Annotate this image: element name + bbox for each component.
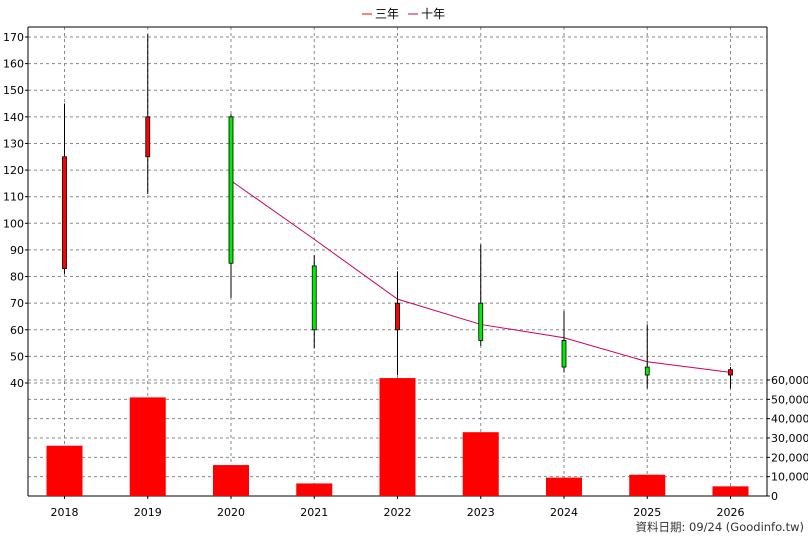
year-label: 2026	[717, 506, 745, 519]
year-label: 2018	[51, 506, 79, 519]
volume-tick-label: 30,000	[771, 432, 808, 445]
price-tick-label: 90	[10, 244, 24, 257]
candle-body	[728, 369, 733, 376]
volume-bar	[379, 378, 416, 496]
candle-body	[644, 366, 650, 376]
candle-body	[561, 340, 567, 368]
price-tick-label: 140	[3, 111, 24, 124]
data-date-footnote: 資料日期: 09/24 (Goodinfo.tw)	[635, 520, 804, 534]
price-tick-label: 160	[3, 58, 24, 71]
year-label: 2025	[633, 506, 661, 519]
price-tick-label: 120	[3, 164, 24, 177]
volume-tick-label: 40,000	[771, 413, 808, 426]
volume-tick-label: 60,000	[771, 374, 808, 387]
candle-body	[145, 116, 151, 158]
price-tick-label: 110	[3, 191, 24, 204]
volume-tick-label: 10,000	[771, 471, 808, 484]
legend-label: 三年	[375, 7, 399, 21]
price-tick-label: 130	[3, 137, 24, 150]
volume-tick-label: 50,000	[771, 393, 808, 406]
year-label: 2020	[217, 506, 245, 519]
year-label: 2023	[467, 506, 495, 519]
volume-tick-label: 0	[771, 490, 778, 503]
price-tick-label: 40	[10, 377, 24, 390]
year-label: 2024	[550, 506, 578, 519]
candle-body	[228, 116, 234, 264]
volume-bar	[46, 445, 83, 496]
year-label: 2019	[134, 506, 162, 519]
price-tick-label: 50	[10, 350, 24, 363]
candle-body	[478, 302, 484, 341]
price-tick-label: 80	[10, 271, 24, 284]
volume-bar	[629, 474, 666, 496]
volume-bar	[462, 432, 499, 496]
volume-bar	[546, 477, 582, 496]
year-label: 2021	[300, 506, 328, 519]
volume-tick-label: 20,000	[771, 451, 808, 464]
price-tick-label: 100	[3, 217, 24, 230]
volume-bar	[129, 397, 166, 496]
volume-bar	[296, 483, 333, 496]
candle-body	[311, 265, 317, 331]
price-tick-label: 170	[3, 31, 24, 44]
candle-body	[395, 302, 400, 331]
price-tick-label: 150	[3, 84, 24, 97]
candle-body	[62, 156, 67, 269]
year-label: 2022	[384, 506, 412, 519]
volume-bar	[712, 486, 749, 496]
price-tick-label: 70	[10, 297, 24, 310]
legend-label: 十年	[421, 7, 445, 21]
legend: 三年 十年	[362, 7, 445, 21]
volume-bar	[213, 465, 249, 496]
price-tick-label: 60	[10, 324, 24, 337]
